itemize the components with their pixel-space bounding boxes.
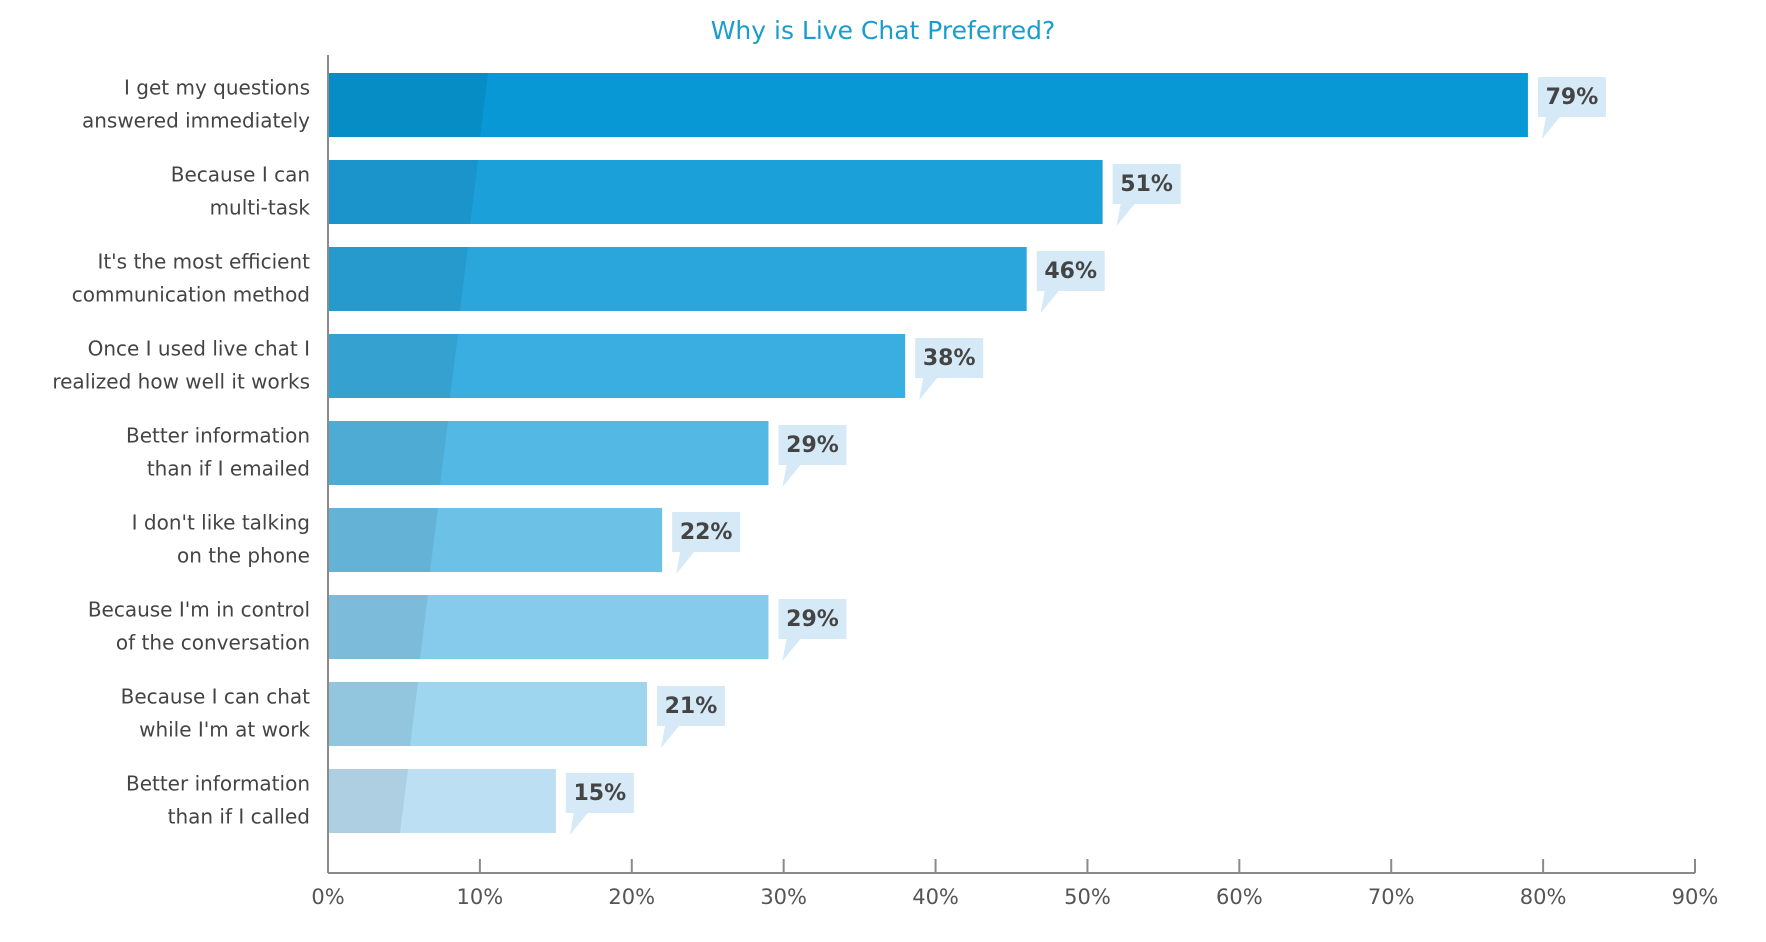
- value-callout: [565, 773, 634, 835]
- y-tick-label: than if I emailed: [147, 457, 310, 481]
- x-tick-label: 90%: [1672, 885, 1719, 909]
- value-label: 22%: [680, 520, 733, 545]
- x-tick-label: 80%: [1520, 885, 1567, 909]
- x-tick-label: 70%: [1368, 885, 1415, 909]
- y-tick-label: while I'm at work: [139, 718, 310, 742]
- value-callout: [656, 686, 725, 748]
- value-label: 21%: [665, 694, 718, 719]
- bar: [329, 769, 556, 833]
- x-tick-label: 20%: [608, 885, 655, 909]
- x-tick-label: 60%: [1216, 885, 1263, 909]
- y-tick-label: than if I called: [168, 805, 310, 829]
- bar-shade: [329, 334, 458, 398]
- value-callout: [1537, 77, 1606, 139]
- value-label: 29%: [786, 433, 839, 458]
- bar: [329, 160, 1103, 224]
- y-tick-label: multi-task: [210, 196, 311, 220]
- y-tick-label: Better information: [126, 772, 310, 796]
- y-tick-label: communication method: [72, 283, 310, 307]
- bar-shade: [329, 421, 448, 485]
- chart-title: Why is Live Chat Preferred?: [711, 16, 1056, 45]
- value-label: 29%: [786, 607, 839, 632]
- value-label: 38%: [923, 346, 976, 371]
- value-callout: [1036, 251, 1105, 313]
- bar-shade: [329, 247, 468, 311]
- value-callout: [778, 425, 847, 487]
- y-tick-label: answered immediately: [82, 109, 310, 133]
- bar: [329, 595, 769, 659]
- bar-shade: [329, 682, 418, 746]
- y-tick-label: on the phone: [177, 544, 310, 568]
- y-tick-label: Because I'm in control: [88, 598, 310, 622]
- x-tick-label: 10%: [457, 885, 504, 909]
- bar-shade: [329, 769, 408, 833]
- bar: [329, 508, 663, 572]
- value-label: 79%: [1546, 85, 1599, 110]
- value-label: 15%: [573, 781, 626, 806]
- bar: [329, 334, 906, 398]
- bar-shade: [329, 160, 478, 224]
- x-tick-label: 40%: [912, 885, 959, 909]
- value-callout: [672, 512, 741, 574]
- x-tick-label: 50%: [1064, 885, 1111, 909]
- y-tick-label: It's the most efficient: [97, 250, 310, 274]
- y-tick-label: I don't like talking: [132, 511, 310, 535]
- bar-shade: [329, 595, 428, 659]
- x-tick-label: 30%: [760, 885, 807, 909]
- bar: [329, 247, 1027, 311]
- bar: [329, 421, 769, 485]
- y-tick-label: realized how well it works: [52, 370, 310, 394]
- bar: [329, 682, 647, 746]
- y-tick-label: I get my questions: [124, 76, 310, 100]
- value-label: 51%: [1120, 172, 1173, 197]
- value-callout: [778, 599, 847, 661]
- bar-shade: [329, 508, 438, 572]
- value-callout: [915, 338, 984, 400]
- y-tick-label: Because I can: [171, 163, 310, 187]
- value-callout: [1112, 164, 1181, 226]
- y-tick-label: of the conversation: [116, 631, 310, 655]
- value-label: 46%: [1044, 259, 1097, 284]
- bar-shade: [329, 73, 488, 137]
- y-tick-label: Once I used live chat I: [88, 337, 310, 361]
- x-tick-label: 0%: [311, 885, 344, 909]
- y-tick-label: Because I can chat: [121, 685, 311, 709]
- y-tick-label: Better information: [126, 424, 310, 448]
- bar: [329, 73, 1528, 137]
